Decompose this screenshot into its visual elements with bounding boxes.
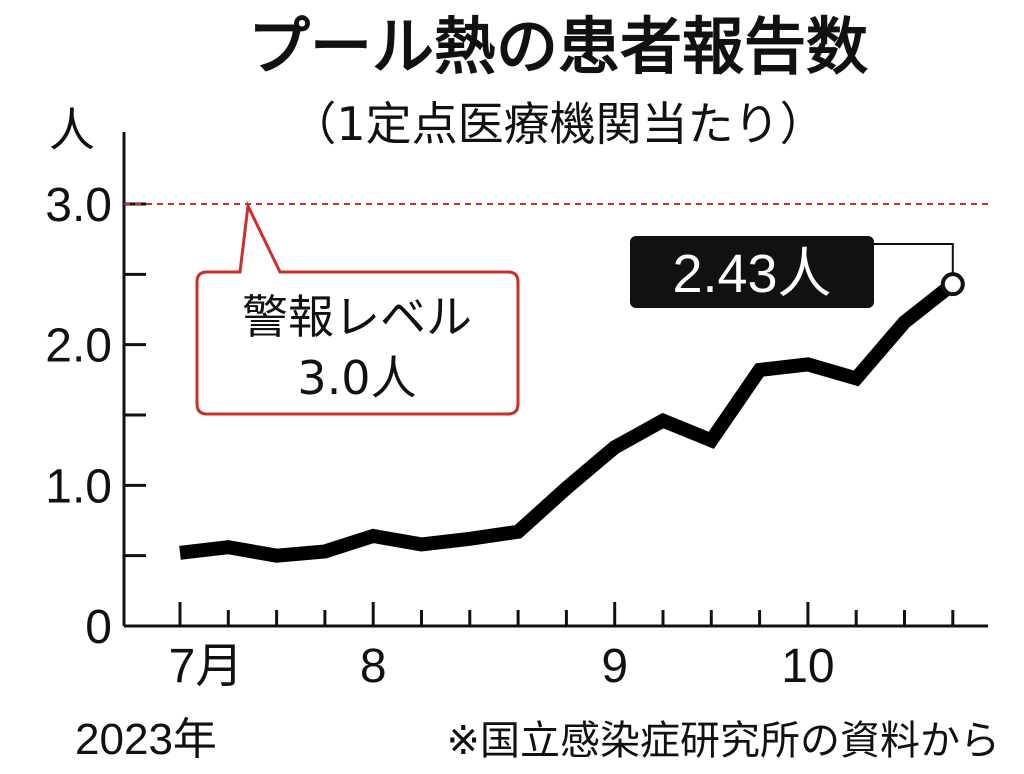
y-tick-label: 0 — [85, 601, 112, 654]
alert-level-callout: 警報レベル 3.0人 — [195, 200, 520, 416]
x-tick-label: 10 — [781, 640, 834, 693]
year-label: 2023年 — [75, 715, 217, 764]
y-tick-label: 1.0 — [45, 460, 112, 513]
y-axis-ticks: 0 1.0 2.0 3.0 — [45, 179, 146, 654]
latest-value-label-box — [630, 236, 874, 308]
y-axis-unit-label: 人 — [49, 103, 95, 157]
latest-point-marker — [940, 272, 965, 297]
alert-callout-line2: 3.0人 — [297, 351, 416, 405]
x-tick-label: 8 — [360, 640, 387, 693]
alert-callout-box — [195, 200, 520, 416]
x-tick-label: 7月 — [169, 640, 244, 693]
chart-title: プール熱の患者報告数 — [248, 10, 868, 83]
x-axis-ticks: 7月 8 9 10 — [169, 602, 955, 693]
x-tick-label: 9 — [601, 640, 628, 693]
chart-subtitle: （1定点医療機関当たり） — [290, 97, 825, 151]
latest-value-label-text: 2.43人 — [672, 244, 831, 304]
y-tick-label: 2.0 — [45, 320, 112, 373]
source-note: ※国立感染症研究所の資料から — [446, 718, 1000, 764]
y-tick-label: 3.0 — [45, 179, 112, 232]
latest-value-leader-line — [874, 243, 954, 275]
alert-callout-line1: 警報レベル — [242, 290, 472, 344]
latest-value-label: 2.43人 — [630, 236, 954, 308]
